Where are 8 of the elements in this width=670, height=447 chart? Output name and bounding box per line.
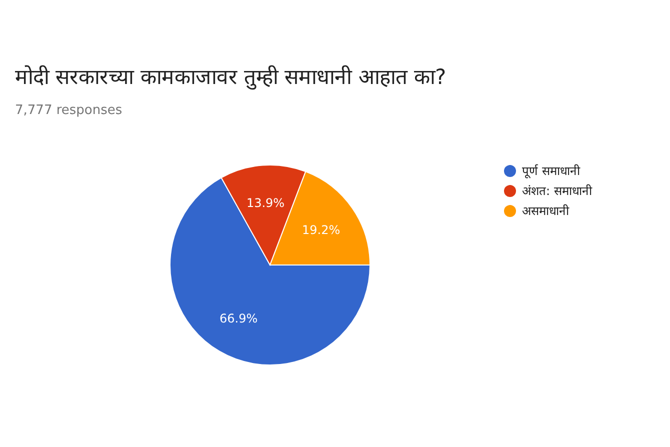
legend-label: असमाधानी <box>522 204 570 218</box>
data-label: 13.9% <box>246 196 285 210</box>
data-label: 66.9% <box>220 311 258 326</box>
legend-label: अंशत: समाधानी <box>522 184 593 198</box>
data-label: 19.2% <box>302 222 340 237</box>
chart-subtitle: 7,777 responses <box>15 103 122 118</box>
legend-label: पूर्ण समाधानी <box>522 164 581 179</box>
chart-title: मोदी सरकारच्या कामकाजावर तुम्ही समाधानी आहात का? <box>15 65 446 90</box>
